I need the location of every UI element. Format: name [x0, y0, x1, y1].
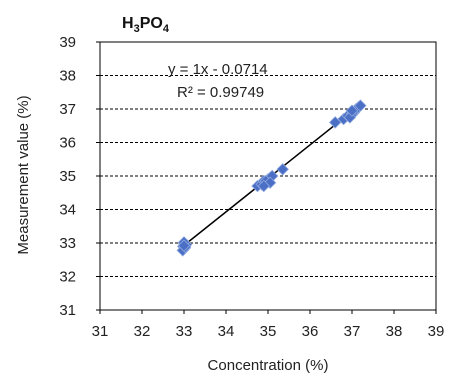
x-tick-label: 34	[218, 323, 235, 340]
x-tick-label: 38	[386, 323, 403, 340]
x-tick-label: 32	[134, 323, 151, 340]
trendline-equation: y = 1x - 0.0714	[168, 61, 268, 78]
y-tick-label: 33	[59, 235, 76, 252]
data-point	[345, 104, 359, 117]
x-tick-label: 36	[302, 323, 319, 340]
y-tick-label: 36	[59, 135, 76, 152]
x-axis-ticks: 31 32 33 34 35 36 37 38 39	[92, 310, 445, 340]
data-point	[354, 99, 367, 112]
data-point	[276, 163, 289, 176]
x-axis-label: Concentration (%)	[208, 357, 329, 374]
y-tick-label: 34	[59, 202, 76, 219]
y-tick-label: 37	[59, 101, 76, 118]
chart-title: H3PO4	[122, 15, 170, 35]
x-tick-label: 35	[260, 323, 277, 340]
y-tick-label: 39	[59, 34, 76, 51]
x-tick-label: 37	[344, 323, 361, 340]
x-tick-label: 39	[428, 323, 445, 340]
r-squared-label: R² = 0.99749	[177, 84, 264, 101]
y-tick-label: 38	[59, 68, 76, 85]
y-axis-ticks: 31 32 33 34 35 36 37 38 39	[59, 34, 100, 319]
y-tick-label: 35	[59, 168, 76, 185]
data-point	[257, 179, 271, 193]
grid-lines	[100, 75, 436, 277]
x-tick-label: 33	[176, 323, 193, 340]
x-tick-label: 31	[92, 323, 109, 340]
data-points	[176, 99, 367, 257]
y-tick-label: 32	[59, 269, 76, 286]
y-tick-label: 31	[59, 302, 76, 319]
data-point	[177, 239, 191, 252]
y-axis-label: Measurement value (%)	[15, 95, 32, 254]
